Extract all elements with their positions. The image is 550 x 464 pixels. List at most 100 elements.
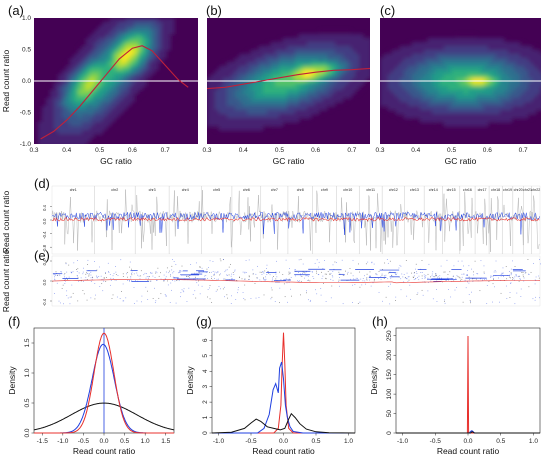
heatmap-cell	[207, 98, 212, 103]
heatmap-cell	[476, 122, 481, 127]
heatmap-cell	[528, 82, 533, 87]
heatmap-cell	[476, 114, 481, 119]
heatmap-cell	[239, 86, 244, 91]
heatmap-cell	[259, 46, 264, 51]
scatter-point	[316, 270, 317, 272]
heatmap-cell	[303, 62, 308, 67]
heatmap-cell	[331, 30, 336, 35]
heatmap-cell	[448, 38, 453, 43]
scatter-point	[345, 270, 346, 272]
heatmap-cell	[512, 70, 517, 75]
heatmap-cell	[440, 70, 445, 75]
scatter-point	[364, 280, 366, 282]
heatmap-cell	[122, 74, 127, 79]
heatmap-cell	[251, 98, 256, 103]
heatmap-cell	[54, 102, 59, 107]
scatter-point	[192, 293, 194, 295]
scatter-point	[320, 294, 322, 296]
heatmap-cell	[110, 86, 115, 91]
heatmap-cell	[488, 50, 493, 55]
heatmap-cell	[94, 82, 99, 87]
heatmap-cell	[215, 70, 220, 75]
x-tick-label: -0.5	[245, 438, 257, 445]
x-tick-label: 1.0	[141, 438, 150, 445]
heatmap-cell	[62, 102, 67, 107]
heatmap-cell	[227, 86, 232, 91]
scatter-point	[87, 259, 89, 261]
heatmap-cell	[327, 90, 332, 95]
heatmap-cell	[448, 98, 453, 103]
heatmap-cell	[424, 90, 429, 95]
heatmap-cell	[82, 138, 87, 143]
heatmap-cell	[468, 46, 473, 51]
heatmap-cell	[331, 34, 336, 39]
heatmap-cell	[235, 70, 240, 75]
scatter-point	[534, 279, 536, 281]
heatmap-cell	[315, 46, 320, 51]
heatmap-cell	[456, 46, 461, 51]
heatmap-cell	[126, 94, 131, 99]
heatmap-cell	[524, 74, 529, 79]
heatmap-cell	[122, 42, 127, 47]
scatter-point	[404, 277, 406, 279]
scatter-point	[490, 275, 492, 277]
heatmap-cell	[122, 90, 127, 95]
heatmap-cell	[520, 70, 525, 75]
scatter-point	[456, 275, 458, 277]
heatmap-cell	[122, 54, 127, 59]
heatmap-cell	[66, 82, 71, 87]
scatter-point	[468, 294, 470, 296]
scatter-point	[266, 264, 268, 266]
heatmap-cell	[528, 74, 533, 79]
heatmap-cell	[408, 82, 413, 87]
heatmap-cell	[460, 94, 465, 99]
heatmap-cell	[343, 86, 348, 91]
heatmap-cell	[456, 34, 461, 39]
heatmap-cell	[235, 66, 240, 71]
scatter-point	[463, 273, 465, 275]
heatmap-cell	[110, 110, 115, 115]
scatter-point	[178, 280, 180, 282]
heatmap-cell	[255, 94, 260, 99]
y-axis-title: Read count ratio	[1, 250, 11, 313]
scatter-point	[248, 275, 250, 277]
heatmap-cell	[102, 118, 107, 123]
heatmap-cell	[42, 118, 47, 123]
scatter-point	[96, 269, 98, 271]
heatmap-cell	[251, 110, 256, 115]
heatmap-cell	[384, 86, 389, 91]
heatmap-cell	[448, 74, 453, 79]
heatmap-cell	[291, 114, 296, 119]
heatmap-cell	[295, 114, 300, 119]
heatmap-cell	[456, 82, 461, 87]
heatmap-cell	[488, 38, 493, 43]
scatter-point	[186, 301, 188, 302]
heatmap-cell	[500, 74, 505, 79]
heatmap-cell	[380, 74, 385, 79]
heatmap-cell	[416, 82, 421, 87]
scatter-point	[120, 259, 122, 261]
heatmap-cell	[432, 114, 437, 119]
heatmap-cell	[146, 30, 151, 35]
red-series-line	[51, 216, 540, 222]
scatter-point	[223, 259, 224, 261]
heatmap-cell	[215, 106, 220, 111]
heatmap-cell	[424, 70, 429, 75]
scatter-point	[453, 275, 454, 277]
scatter-point	[83, 280, 84, 282]
scatter-point	[334, 261, 336, 263]
heatmap-cell	[231, 66, 236, 71]
heatmap-cell	[86, 130, 91, 135]
heatmap-cell	[319, 86, 324, 91]
heatmap-cell	[275, 110, 280, 115]
heatmap-cell	[488, 78, 493, 83]
heatmap-cell	[436, 38, 441, 43]
heatmap-cell	[46, 138, 51, 143]
heatmap-cell	[311, 78, 316, 83]
heatmap-cell	[299, 86, 304, 91]
scatter-point	[88, 273, 90, 275]
heatmap-cell	[78, 50, 83, 55]
heatmap-cell	[70, 110, 75, 115]
heatmap-cell	[279, 54, 284, 59]
heatmap-cell	[347, 86, 352, 91]
